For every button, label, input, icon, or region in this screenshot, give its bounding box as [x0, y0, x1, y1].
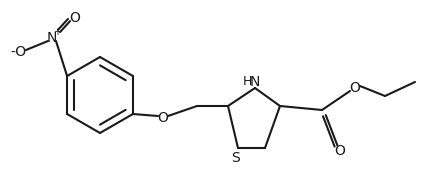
Text: O: O: [157, 111, 168, 125]
Text: N: N: [249, 75, 260, 89]
Text: O: O: [69, 11, 80, 25]
Text: O: O: [334, 144, 344, 158]
Text: O: O: [349, 81, 359, 95]
Text: S: S: [231, 151, 240, 165]
Text: -O: -O: [10, 45, 26, 59]
Text: H: H: [242, 76, 251, 88]
Text: N: N: [47, 31, 57, 45]
Text: +: +: [53, 27, 61, 37]
